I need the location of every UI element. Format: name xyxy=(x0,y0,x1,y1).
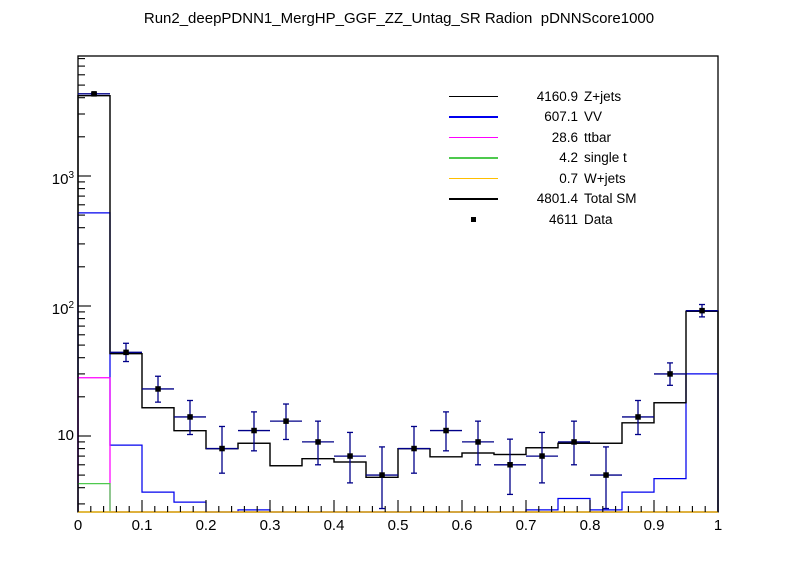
legend-yield: 4611 xyxy=(548,211,578,227)
data-marker xyxy=(603,472,609,478)
legend-label: VV xyxy=(584,109,603,125)
legend-yield: 4801.4 xyxy=(536,191,578,207)
legend-label: Data xyxy=(584,211,613,227)
data-marker xyxy=(667,371,673,377)
data-marker xyxy=(251,427,257,434)
x-axis-label: 0.1 xyxy=(131,517,153,534)
histogram-total_sm xyxy=(77,94,719,512)
legend: 4160.9 Z+jets 607.1 VV 28.6 ttbar 4.2 single t 0… xyxy=(449,86,637,230)
legend-line-sample xyxy=(449,168,498,189)
legend-marker-sample xyxy=(449,209,498,230)
x-axis-label: 0.7 xyxy=(515,517,537,534)
data-marker xyxy=(699,307,705,314)
legend-label: Total SM xyxy=(584,191,637,207)
data-marker xyxy=(411,445,417,452)
x-axis-ticks xyxy=(77,500,719,512)
legend-yield: 0.7 xyxy=(559,170,578,186)
y-axis-label: 103 xyxy=(51,169,74,188)
legend-line-sample xyxy=(449,107,498,128)
x-axis-label: 0.5 xyxy=(387,517,409,534)
data-marker xyxy=(443,427,449,434)
data-marker xyxy=(635,414,641,420)
data-marker xyxy=(379,472,385,478)
legend-entry-data: 4611 Data xyxy=(449,209,637,230)
legend-label: Z+jets xyxy=(584,88,622,104)
legend-label: single t xyxy=(584,150,627,166)
legend-yield: 4160.9 xyxy=(536,88,578,104)
data-marker xyxy=(219,445,225,452)
x-axis-label: 0.6 xyxy=(451,517,473,534)
x-axis-label: 0.3 xyxy=(259,517,281,534)
data-marker xyxy=(91,91,97,97)
y-axis-label: 10 xyxy=(57,426,74,444)
data-marker xyxy=(283,418,289,424)
data-marker xyxy=(347,453,353,459)
data-marker xyxy=(155,386,161,392)
legend-yield: 4.2 xyxy=(559,150,578,166)
x-axis-label: 0 xyxy=(73,517,83,534)
y-axis-ticks xyxy=(78,58,91,505)
legend-entry-vv: 607.1 VV xyxy=(449,107,637,128)
legend-entry-ttbar: 28.6 ttbar xyxy=(449,127,637,148)
legend-yield: 28.6 xyxy=(551,129,578,145)
legend-entry-w_jets: 0.7 W+jets xyxy=(449,168,637,189)
x-axis-label: 0.2 xyxy=(195,517,217,534)
plot-title: Run2_deepPDNN1_MergHP_GGF_ZZ_Untag_SR Ra… xyxy=(143,10,655,27)
legend-line-sample xyxy=(449,86,498,107)
legend-line-sample xyxy=(449,148,498,169)
legend-yield: 607.1 xyxy=(544,109,578,125)
legend-label: ttbar xyxy=(584,129,612,145)
x-axis-label: 0.9 xyxy=(643,517,665,534)
legend-line-sample xyxy=(449,189,498,210)
x-axis-label: 1 xyxy=(713,517,723,534)
y-axis-label: 102 xyxy=(51,299,74,318)
data-points xyxy=(78,91,718,510)
data-marker xyxy=(187,414,193,420)
legend-entry-z_jets: 4160.9 Z+jets xyxy=(449,86,637,107)
legend-label: W+jets xyxy=(584,170,626,186)
data-marker xyxy=(123,349,129,356)
data-marker xyxy=(315,439,321,445)
legend-line-sample xyxy=(449,127,498,148)
x-axis-label: 0.8 xyxy=(579,517,601,534)
data-marker xyxy=(571,439,577,445)
data-marker xyxy=(475,439,481,445)
data-marker xyxy=(507,462,513,468)
x-axis-label: 0.4 xyxy=(323,517,345,534)
data-marker xyxy=(539,453,545,459)
legend-entry-total_sm: 4801.4 Total SM xyxy=(449,189,637,210)
legend-entry-single_t: 4.2 single t xyxy=(449,148,637,169)
